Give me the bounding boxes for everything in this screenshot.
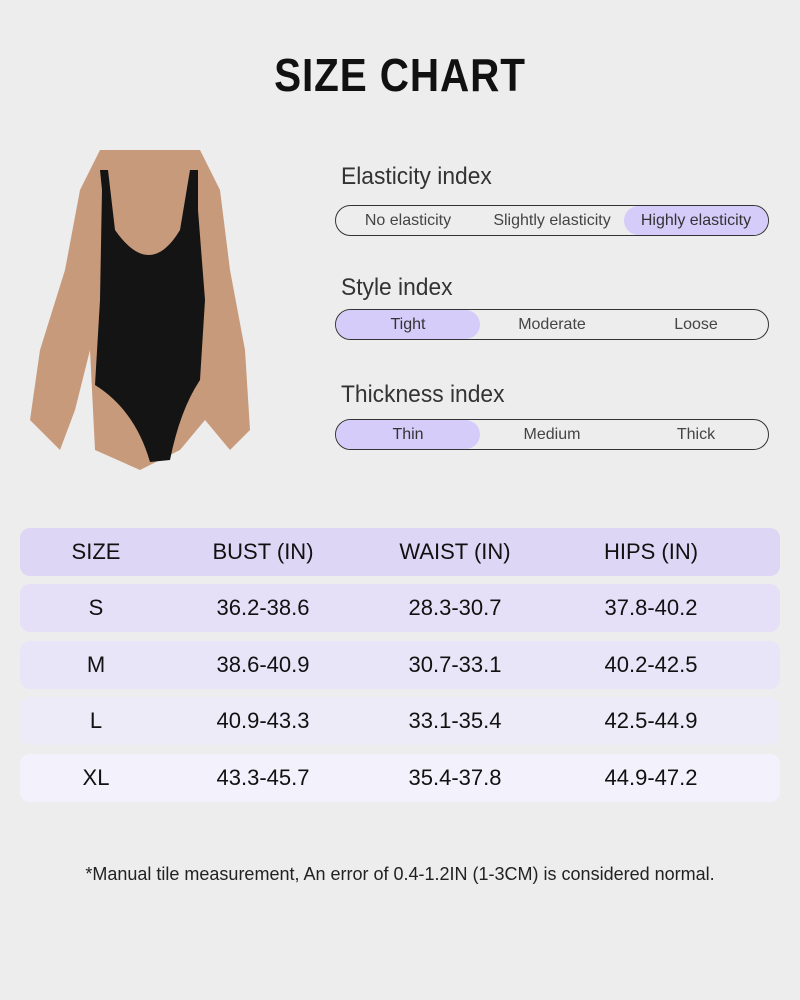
- index-option: Moderate: [518, 315, 586, 333]
- table-cell: 28.3-30.7: [408, 595, 502, 620]
- measurement-note: *Manual tile measurement, An error of 0.…: [85, 864, 715, 884]
- table-cell: 40.9-43.3: [216, 708, 310, 733]
- index-option: Thick: [676, 425, 716, 443]
- table-cell: 35.4-37.8: [408, 765, 502, 790]
- table-cell: SIZE: [71, 539, 121, 564]
- index-scale: Thin Medium Thick: [335, 419, 769, 450]
- index-option: Thin: [336, 420, 480, 449]
- index-scale: Tight Moderate Loose: [335, 309, 769, 340]
- table-cell: BUST (IN): [212, 539, 314, 564]
- table-cell: S: [88, 595, 104, 620]
- table-header-row: SIZE BUST (IN) WAIST (IN) HIPS (IN): [20, 528, 780, 576]
- index-option: Highly elasticity: [624, 206, 768, 235]
- table-cell: HIPS (IN): [603, 539, 699, 564]
- index-option: Slightly elasticity: [493, 211, 611, 229]
- page-title: SIZE CHART: [274, 49, 526, 101]
- table-row: XL 43.3-45.7 35.4-37.8 44.9-47.2: [20, 754, 780, 802]
- table-row: L 40.9-43.3 33.1-35.4 42.5-44.9: [20, 697, 780, 745]
- table-cell: XL: [82, 765, 110, 790]
- product-photo: [30, 150, 250, 470]
- table-cell: 30.7-33.1: [408, 652, 502, 677]
- table-cell: 40.2-42.5: [604, 652, 698, 677]
- table-row: M 38.6-40.9 30.7-33.1 40.2-42.5: [20, 641, 780, 689]
- table-cell: 42.5-44.9: [604, 708, 698, 733]
- index-option: Loose: [674, 315, 718, 333]
- table-cell: 44.9-47.2: [604, 765, 698, 790]
- index-label: Thickness index: [341, 381, 505, 408]
- table-cell: L: [89, 708, 103, 733]
- table-cell: 36.2-38.6: [216, 595, 310, 620]
- index-scale: No elasticity Slightly elasticity Highly e…: [335, 205, 769, 236]
- index-option: Medium: [523, 425, 581, 443]
- table-cell: 37.8-40.2: [604, 595, 698, 620]
- table-cell: 38.6-40.9: [216, 652, 310, 677]
- index-option: Tight: [336, 310, 480, 339]
- index-label: Style index: [341, 274, 453, 301]
- table-row: S 36.2-38.6 28.3-30.7 37.8-40.2: [20, 584, 780, 632]
- index-option: No elasticity: [364, 211, 452, 229]
- table-cell: M: [86, 652, 106, 677]
- table-cell: 43.3-45.7: [216, 765, 310, 790]
- index-label: Elasticity index: [341, 163, 492, 190]
- table-cell: 33.1-35.4: [408, 708, 502, 733]
- table-cell: WAIST (IN): [399, 539, 511, 564]
